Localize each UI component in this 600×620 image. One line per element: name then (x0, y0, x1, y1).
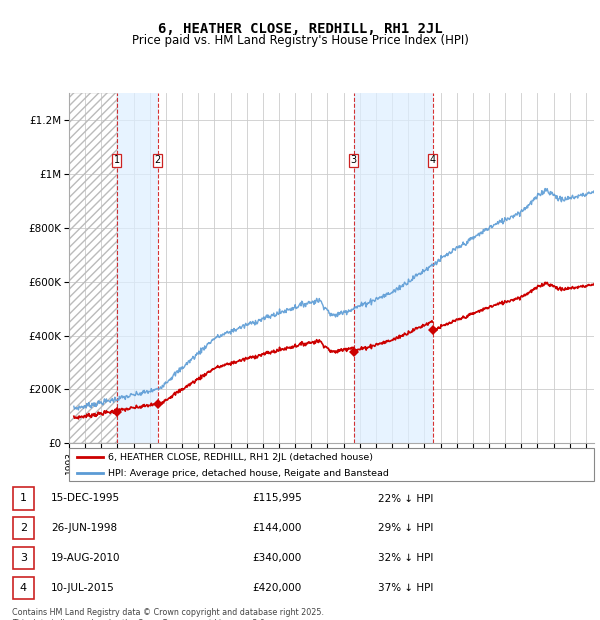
Text: 26-JUN-1998: 26-JUN-1998 (51, 523, 117, 533)
Text: 19-AUG-2010: 19-AUG-2010 (51, 553, 121, 563)
Text: 3: 3 (20, 553, 27, 563)
Text: 4: 4 (430, 156, 436, 166)
FancyBboxPatch shape (13, 547, 34, 569)
Text: £144,000: £144,000 (252, 523, 301, 533)
Text: 2: 2 (20, 523, 27, 533)
Text: 3: 3 (351, 156, 357, 166)
Text: 6, HEATHER CLOSE, REDHILL, RH1 2JL: 6, HEATHER CLOSE, REDHILL, RH1 2JL (158, 22, 442, 36)
Text: 37% ↓ HPI: 37% ↓ HPI (378, 583, 433, 593)
Text: Contains HM Land Registry data © Crown copyright and database right 2025.
This d: Contains HM Land Registry data © Crown c… (12, 608, 324, 620)
FancyBboxPatch shape (13, 517, 34, 539)
Bar (354, 93, 433, 443)
Text: 2: 2 (155, 156, 161, 166)
Text: 22% ↓ HPI: 22% ↓ HPI (378, 494, 433, 503)
Bar (117, 93, 158, 443)
Text: £340,000: £340,000 (252, 553, 301, 563)
Text: HPI: Average price, detached house, Reigate and Banstead: HPI: Average price, detached house, Reig… (109, 469, 389, 478)
Text: 4: 4 (20, 583, 27, 593)
Text: 15-DEC-1995: 15-DEC-1995 (51, 494, 120, 503)
Text: 6, HEATHER CLOSE, REDHILL, RH1 2JL (detached house): 6, HEATHER CLOSE, REDHILL, RH1 2JL (deta… (109, 453, 373, 462)
Text: £115,995: £115,995 (252, 494, 302, 503)
Text: 32% ↓ HPI: 32% ↓ HPI (378, 553, 433, 563)
Text: 1: 1 (114, 156, 120, 166)
Text: £420,000: £420,000 (252, 583, 301, 593)
Text: Price paid vs. HM Land Registry's House Price Index (HPI): Price paid vs. HM Land Registry's House … (131, 34, 469, 47)
Text: 29% ↓ HPI: 29% ↓ HPI (378, 523, 433, 533)
FancyBboxPatch shape (13, 487, 34, 510)
Text: 1: 1 (20, 494, 27, 503)
FancyBboxPatch shape (69, 448, 594, 480)
Text: 10-JUL-2015: 10-JUL-2015 (51, 583, 115, 593)
Bar (69, 93, 117, 443)
FancyBboxPatch shape (13, 577, 34, 599)
